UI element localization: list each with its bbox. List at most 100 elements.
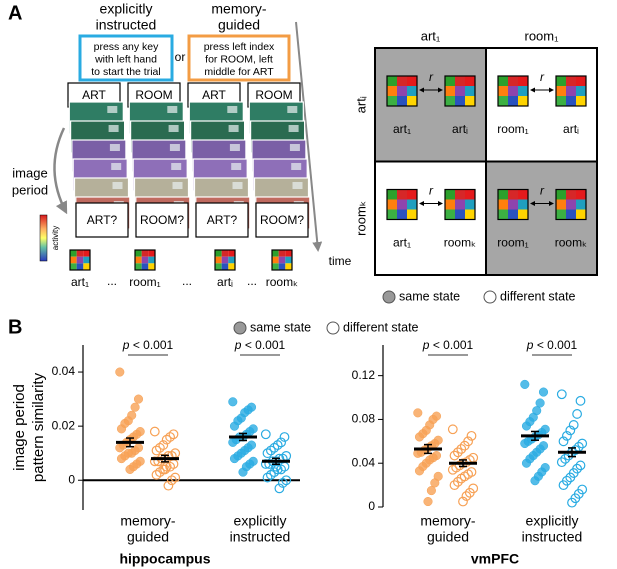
pattern-cell: [455, 199, 465, 210]
point-different: [453, 476, 463, 487]
pattern-cell: [387, 199, 397, 210]
point-different: [449, 480, 460, 491]
point-different: [281, 475, 292, 486]
pattern-cell: [566, 96, 576, 106]
point-different: [558, 480, 569, 491]
pattern-border: [69, 249, 91, 271]
similarity-symbol: r: [540, 184, 545, 198]
pattern-grid: [386, 188, 418, 221]
pattern-grid: [497, 188, 529, 221]
room-detail: [111, 163, 122, 170]
point-different: [163, 480, 174, 491]
point-different: [556, 457, 567, 468]
probe-card: [195, 202, 249, 238]
matrix-row-label: roomₖ: [353, 201, 368, 236]
pattern-cell: [445, 199, 455, 210]
similarity-symbol: r: [429, 184, 434, 198]
point-same: [530, 476, 540, 486]
pattern-cell: [556, 96, 566, 106]
point-different: [276, 464, 287, 475]
point-different: [558, 436, 569, 447]
pattern-cell: [397, 209, 407, 220]
pattern-cell: [556, 86, 566, 96]
point-different: [453, 447, 463, 458]
pattern-label: room₁: [129, 275, 160, 289]
cell-label: artᵢ: [452, 122, 468, 136]
point-different: [158, 440, 169, 450]
point-different: [151, 445, 162, 456]
pattern-cell: [76, 256, 84, 264]
point-different: [459, 440, 470, 451]
pattern-cell: [576, 199, 586, 210]
pattern-cell: [141, 256, 149, 264]
point-same: [115, 443, 125, 453]
pattern-cell: [518, 86, 528, 96]
cell-label: roomₖ: [444, 236, 476, 250]
pattern-grid: [69, 249, 91, 271]
pattern-cell: [76, 250, 84, 257]
pattern-cell: [445, 86, 455, 96]
p-value: < 0.001: [133, 338, 174, 352]
pattern-cell: [387, 189, 397, 200]
pattern-cell: [228, 250, 235, 257]
pattern-cell: [508, 96, 518, 106]
pattern-cell: [576, 86, 586, 96]
y-tick-label: 0: [368, 499, 375, 513]
instruction-box: [187, 34, 291, 82]
p-value: < 0.001: [433, 338, 474, 352]
point-same: [414, 432, 425, 442]
pattern-grid: [497, 75, 529, 107]
pattern-cell: [135, 256, 142, 264]
pattern-cell: [397, 199, 407, 210]
legend-different: [483, 290, 497, 304]
category-label: instructed: [230, 529, 291, 545]
point-different: [568, 420, 579, 430]
pattern-grid: [555, 188, 587, 221]
pattern-cell: [215, 263, 222, 270]
point-different: [260, 459, 271, 469]
point-different: [575, 395, 586, 406]
pattern-cell: [455, 76, 465, 86]
pattern-cell: [518, 189, 528, 200]
point-same: [116, 454, 127, 464]
pattern-cell: [556, 209, 566, 220]
image-period-label: period: [12, 182, 48, 197]
cue-text: ART: [82, 88, 106, 102]
pattern-cell: [278, 250, 286, 257]
pattern-cell: [407, 209, 417, 220]
point-different: [572, 409, 582, 419]
pattern-grid: [386, 75, 418, 107]
instruction-text: to start the trial: [91, 66, 160, 78]
point-same: [535, 398, 545, 408]
point-same: [229, 421, 240, 431]
pattern-cell: [566, 209, 576, 220]
instruction-text: press left index: [204, 41, 275, 53]
pattern-cell: [397, 96, 407, 106]
pattern-grid: [271, 249, 293, 271]
pattern-cell: [465, 96, 475, 106]
condition-title: instructed: [96, 17, 157, 33]
room-detail: [231, 163, 242, 170]
room-detail: [171, 163, 182, 170]
y-tick-label: 0.08: [352, 412, 376, 426]
y-axis-label: image period: [11, 384, 28, 471]
ellipsis: ...: [247, 274, 257, 288]
pattern-cell: [83, 250, 90, 257]
pattern-cell: [278, 256, 286, 264]
point-different: [456, 473, 467, 484]
room-detail: [288, 125, 299, 132]
pattern-cell: [387, 86, 397, 96]
cell-label: art₁: [393, 236, 411, 250]
point-different: [161, 434, 172, 445]
matrix-row-label: artᵢ: [353, 96, 368, 113]
pattern-cell: [518, 76, 528, 86]
pattern-cell: [221, 256, 229, 264]
pattern-cell: [508, 76, 518, 86]
cell-label: roomₖ: [555, 236, 587, 250]
pattern-cell: [397, 189, 407, 200]
p-value: < 0.001: [245, 338, 286, 352]
y-axis-label: pattern similarity: [30, 372, 47, 482]
point-different: [269, 442, 280, 453]
point-different: [567, 497, 577, 508]
